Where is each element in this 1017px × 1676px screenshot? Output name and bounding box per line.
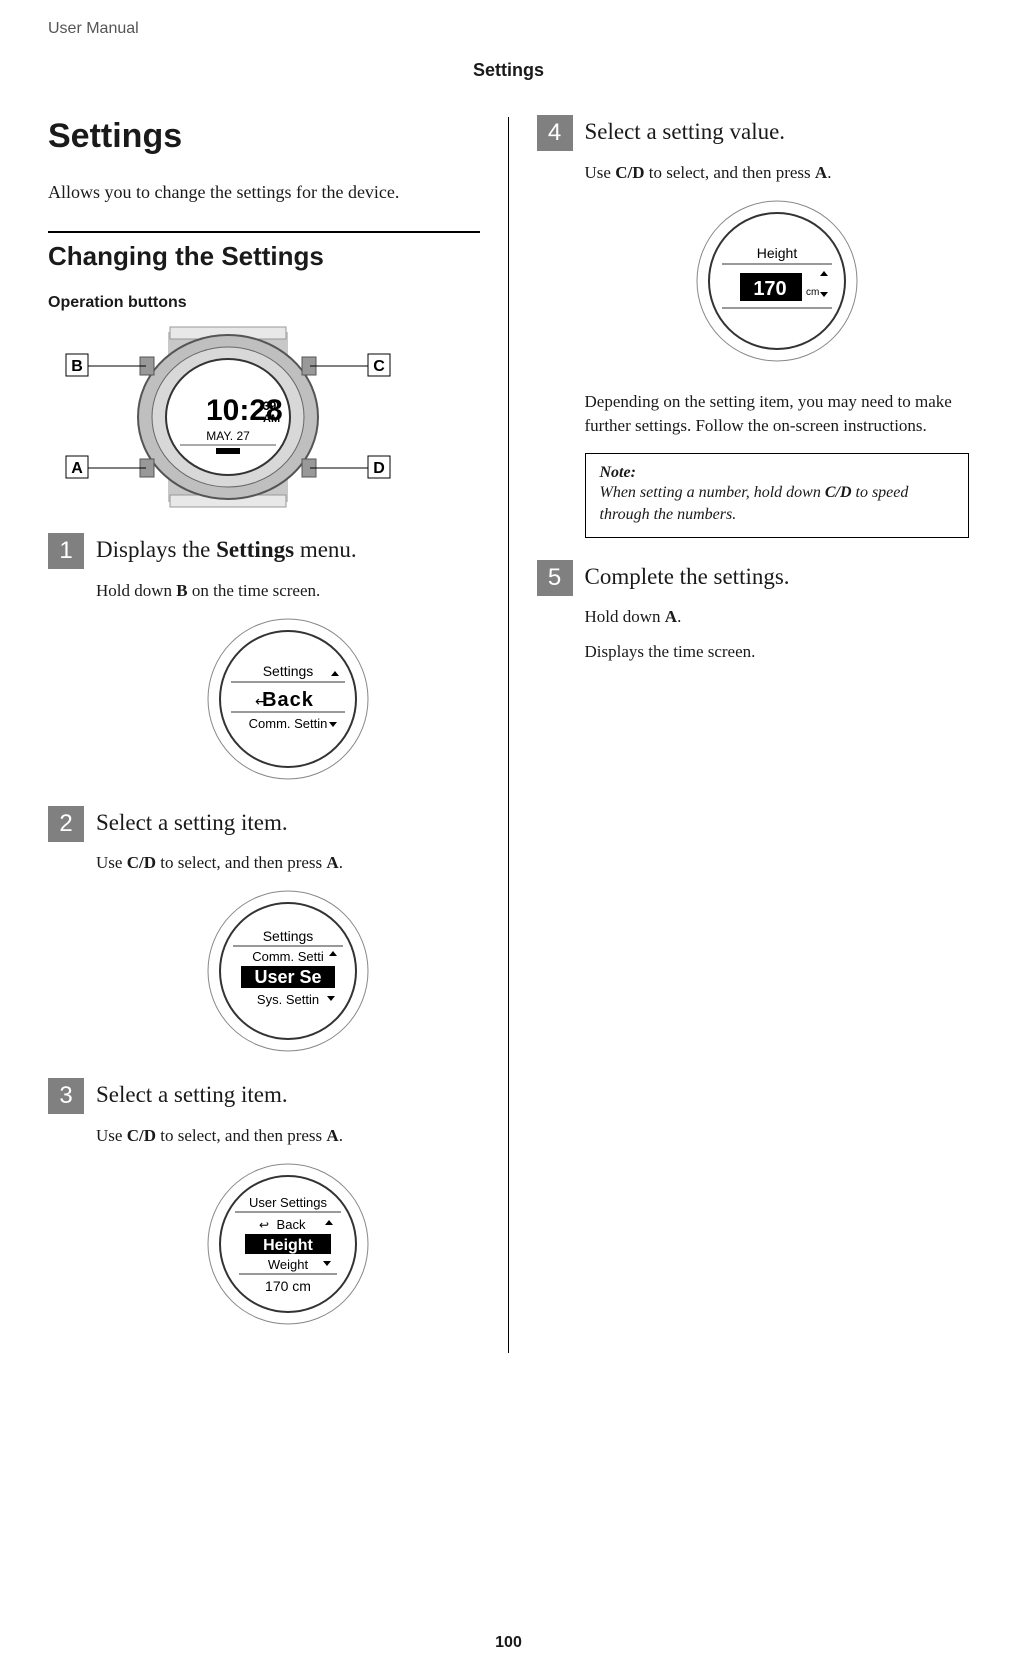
step-body-text: to select, and then press [156,1126,326,1145]
step-title-text: menu. [294,537,357,562]
step-title-text: Displays the [96,537,216,562]
step-body-bold: C/D [127,853,156,872]
face-top: Settings [262,928,313,944]
face-bot: Weight [268,1257,309,1272]
left-column: Settings Allows you to change the settin… [48,117,509,1353]
step-body-text: Use [96,1126,127,1145]
step-body-bold: A [665,607,677,626]
step-body-bold: C/D [127,1126,156,1145]
watch-face-height: Height 170 cm [692,196,862,366]
face-mid: Height [263,1237,313,1254]
step-body-text: . [339,853,343,872]
step-title: Select a setting value. [585,117,970,147]
face-bot: Sys. Settin [257,992,319,1007]
face-mid: Back [262,689,314,711]
step-body: Use C/D to select, and then press A. [96,1124,480,1149]
face-back-icon: ↩ [259,1218,269,1232]
step-body-2: Displays the time screen. [585,640,970,665]
subheading: Changing the Settings [48,241,480,272]
step-body-text: Hold down [585,607,665,626]
note-box: Note: When setting a number, hold down C… [585,453,970,538]
step-body-bold: A [326,1126,338,1145]
step-body-text: . [677,607,681,626]
step-4: 4 Select a setting value. Use C/D to sel… [585,117,970,538]
button-label-d: D [373,460,385,477]
face-above: Comm. Setti [252,949,324,964]
step-1: 1 Displays the Settings menu. Hold down … [96,535,480,784]
face-value: 170 [753,278,786,300]
note-text-part: When setting a number, hold down [600,484,825,501]
note-text-bold: C/D [825,484,852,501]
face-top: Height [757,245,798,261]
step-body: Hold down B on the time screen. [96,579,480,604]
button-label-b: B [71,358,83,375]
step-body-text: to select, and then press [644,163,814,182]
step-title: Select a setting item. [96,808,480,838]
step-2: 2 Select a setting item. Use C/D to sele… [96,808,480,1057]
step-number: 1 [48,533,84,569]
step-body-text: Hold down [96,581,176,600]
step-body-text: . [339,1126,343,1145]
face-above: Back [276,1217,305,1232]
step-number: 5 [537,560,573,596]
note-label: Note: [600,464,955,482]
page-section-header: Settings [48,60,969,81]
face-value: 170 cm [265,1278,311,1294]
watch-face-settings: Settings ↩ Back Comm. Settin [203,614,373,784]
step-extra-text: Depending on the setting item, you may n… [585,390,970,439]
step-body-bold: A [326,853,338,872]
step-body-bold: C/D [615,163,644,182]
step-title: Displays the Settings menu. [96,535,480,565]
watch-face-user-settings: User Settings ↩ Back Height Weight 170 c… [203,1159,373,1329]
rule [48,231,480,233]
note-text: When setting a number, hold down C/D to … [600,482,955,527]
face-mid: User Se [254,967,321,987]
page-number: 100 [0,1634,1017,1652]
button-label-a: A [71,460,83,477]
face-top: Settings [262,663,313,679]
step-body-text: to select, and then press [156,853,326,872]
step-title: Complete the settings. [585,562,970,592]
watch-ampm: AM [263,413,280,425]
step-body-text: on the time screen. [188,581,321,600]
face-unit: cm [806,287,819,298]
step-title: Select a setting item. [96,1080,480,1110]
step-body: Hold down A. [585,605,970,630]
content-columns: Settings Allows you to change the settin… [48,117,969,1353]
step-title-bold: Settings [216,537,294,562]
step-body-text: Use [96,853,127,872]
face-top: User Settings [249,1195,328,1210]
right-column: 4 Select a setting value. Use C/D to sel… [509,117,970,1353]
operation-buttons-label: Operation buttons [48,294,480,312]
step-body-text: Use [585,163,616,182]
watch-face-select-item: Settings Comm. Setti User Se Sys. Settin [203,886,373,1056]
intro-text: Allows you to change the settings for th… [48,182,480,203]
watch-diagram: 10:28 39 AM MAY. 27 B C A D [48,322,408,512]
step-body-bold: A [815,163,827,182]
step-3: 3 Select a setting item. Use C/D to sele… [96,1080,480,1329]
step-body-bold: B [176,581,187,600]
face-bot: Comm. Settin [248,716,327,731]
watch-seconds: 39 [263,399,277,413]
step-number: 4 [537,115,573,151]
step-number: 2 [48,806,84,842]
step-body: Use C/D to select, and then press A. [585,161,970,186]
step-5: 5 Complete the settings. Hold down A. Di… [585,562,970,665]
step-body-text: . [827,163,831,182]
step-number: 3 [48,1078,84,1114]
watch-date: MAY. 27 [206,429,250,443]
button-label-c: C [373,358,385,375]
page-title: Settings [48,117,480,156]
header-title: User Manual [48,20,969,38]
step-body: Use C/D to select, and then press A. [96,851,480,876]
